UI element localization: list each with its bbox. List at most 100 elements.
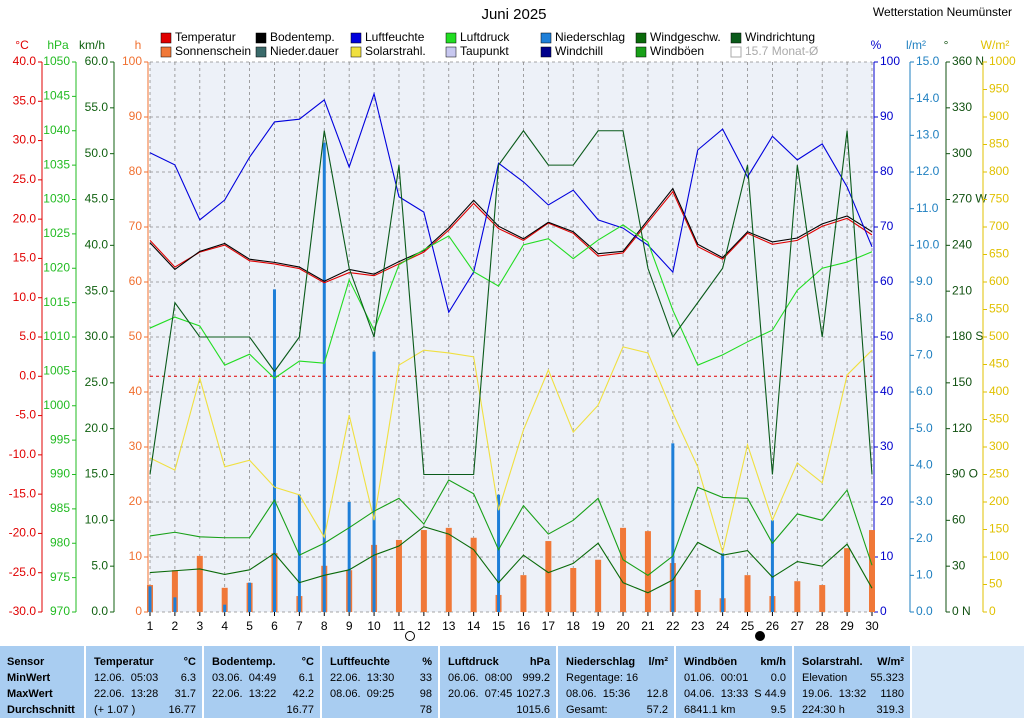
table-cell: 20.06. 07:45 <box>448 688 513 700</box>
axis-unit: ° <box>944 38 949 52</box>
y-tick-label: 70 <box>880 219 894 233</box>
x-tick-label: 16 <box>517 619 531 633</box>
y-tick-label: 50 <box>989 577 1003 591</box>
group-title: Bodentemp. <box>212 656 276 668</box>
y-tick-label: 70 <box>129 219 143 233</box>
y-tick-label: 300 <box>989 439 1009 453</box>
y-tick-label: 20 <box>880 494 894 508</box>
table-cell: 22.06. 13:30 <box>330 672 395 684</box>
legend-label: Sonnenschein <box>175 44 251 58</box>
x-tick-label: 6 <box>271 619 278 633</box>
y-tick-label: 980 <box>50 535 70 549</box>
x-tick-label: 14 <box>467 619 481 633</box>
y-tick-label: 20.0 <box>85 421 109 435</box>
y-tick-label: 55.0 <box>85 100 109 114</box>
y-tick-label: 8.0 <box>916 311 933 325</box>
table-cell: 01.06. 00:01 <box>684 672 749 684</box>
y-tick-label: 60 <box>129 274 143 288</box>
legend-label: Temperatur <box>175 30 236 44</box>
x-tick-label: 5 <box>246 619 253 633</box>
axis-unit: km/h <box>79 38 105 52</box>
legend-swatch <box>350 32 362 44</box>
x-tick-label: 13 <box>442 619 456 633</box>
y-tick-label: 350 <box>989 412 1009 426</box>
table-cell: 22.06. 13:22 <box>212 688 277 700</box>
table-cell: 57.2 <box>646 704 668 716</box>
y-tick-label: 950 <box>989 82 1009 96</box>
y-tick-label: 14.0 <box>916 91 940 105</box>
y-tick-label: 40.0 <box>13 54 37 68</box>
y-tick-label: 30 <box>129 439 143 453</box>
table-cell: Elevation <box>802 672 848 684</box>
y-tick-label: 13.0 <box>916 128 940 142</box>
table-cell: 08.06. 15:36 <box>566 688 631 700</box>
table-cell: 999.2 <box>522 672 550 684</box>
row-label: Durchschnitt <box>7 704 75 716</box>
y-tick-label: 550 <box>989 302 1009 316</box>
axis-unit: °C <box>15 38 29 52</box>
table-cell: 1180 <box>880 688 904 700</box>
y-tick-label: 15.0 <box>85 467 109 481</box>
table-cell: 31.7 <box>174 688 196 700</box>
x-tick-label: 15 <box>492 619 506 633</box>
y-tick-label: -10.0 <box>9 447 37 461</box>
y-tick-label: 10 <box>880 549 894 563</box>
legend-checkbox <box>730 46 742 58</box>
y-tick-label: 80 <box>129 164 143 178</box>
x-tick-label: 25 <box>741 619 755 633</box>
y-tick-label: 50.0 <box>85 146 109 160</box>
y-tick-label: 970 <box>50 604 70 618</box>
table-group: Luftdruck hPa 06.06. 08:00 999.2 20.06. 07:4… <box>440 646 558 718</box>
y-tick-label: 2.0 <box>916 531 933 545</box>
line <box>149 190 873 284</box>
row-label: MaxWert <box>7 688 53 700</box>
group-unit: % <box>422 656 432 668</box>
bar <box>445 527 452 612</box>
y-tick-label: 180 S <box>952 329 983 343</box>
legend-swatch <box>540 46 552 58</box>
x-tick-label: 17 <box>542 619 556 633</box>
y-tick-label: 1010 <box>43 329 70 343</box>
table-group: Solarstrahl. W/m² Elevation 55.323 19.06. 13… <box>794 646 912 718</box>
table-cell: 19.06. 13:32 <box>802 688 867 700</box>
bar <box>770 520 774 612</box>
legend-label: Luftdruck <box>460 30 510 44</box>
y-tick-label: 40 <box>129 384 143 398</box>
y-tick-label: 250 <box>989 467 1009 481</box>
legend-swatch <box>445 32 457 44</box>
y-tick-label: 0 N <box>952 604 971 618</box>
table-cell: 55.323 <box>870 672 904 684</box>
table-cell: 22.06. 13:28 <box>94 688 159 700</box>
table-cell: 12.06. 05:03 <box>94 672 159 684</box>
y-tick-label: -20.0 <box>9 526 37 540</box>
group-title: Luftfeuchte <box>330 656 390 668</box>
table-cell: 06.06. 08:00 <box>448 672 513 684</box>
y-tick-label: 150 <box>952 375 972 389</box>
legend-label: Luftfeuchte <box>365 30 425 44</box>
bar <box>794 581 801 612</box>
y-tick-label: 1025 <box>43 226 70 240</box>
y-tick-label: 450 <box>989 357 1009 371</box>
y-tick-label: 50 <box>129 329 143 343</box>
y-tick-label: 5.0 <box>91 558 108 572</box>
bar <box>347 502 351 612</box>
x-tick-label: 22 <box>666 619 680 633</box>
y-tick-label: 11.0 <box>916 201 939 215</box>
line <box>149 187 873 282</box>
bar <box>470 537 477 612</box>
line <box>149 129 873 476</box>
bar <box>272 289 276 612</box>
x-tick-label: 24 <box>716 619 730 633</box>
x-tick-label: 3 <box>196 619 203 633</box>
table-cell: 98 <box>419 688 432 700</box>
y-tick-label: 800 <box>989 164 1009 178</box>
axis-unit: % <box>871 38 882 52</box>
table-cell: Regentage: 16 <box>566 672 639 684</box>
bar <box>420 530 427 612</box>
table-group: Bodentemp. °C 03.06. 04:49 6.1 22.06. 13:22 4… <box>204 646 322 718</box>
y-tick-label: 30 <box>880 439 894 453</box>
table-cell: 224:30 h <box>802 704 845 716</box>
y-tick-label: 25.0 <box>85 375 109 389</box>
table-cell: 78 <box>419 704 432 716</box>
y-tick-label: 100 <box>880 54 900 68</box>
